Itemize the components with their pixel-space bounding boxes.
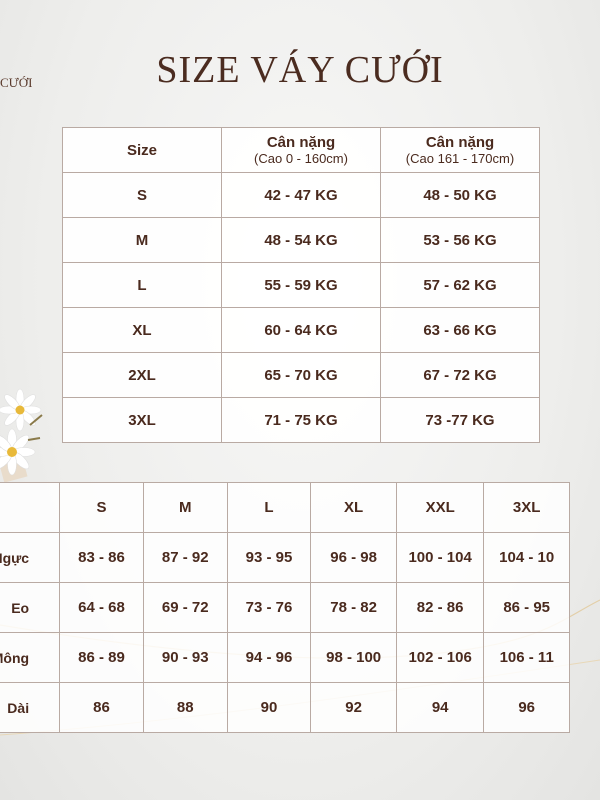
measurement-cell: 94 - 96	[226, 632, 312, 683]
weight-cell: 67 - 72 KG	[380, 352, 540, 398]
measurement-label: Dài	[0, 682, 61, 733]
weight-size-table: Size Cân nặng (Cao 0 - 160cm) Cân nặng (Ca…	[62, 127, 540, 443]
brand-text: CƯỚI	[0, 75, 33, 90]
header-cell: 3XL	[483, 482, 570, 533]
daisy-icon	[0, 428, 36, 476]
measurement-label: Eo	[0, 582, 61, 633]
size-cell: 3XL	[62, 397, 222, 443]
measurement-cell: 83 - 86	[59, 532, 144, 583]
header-cell: M	[142, 482, 228, 533]
measurement-cell: 94	[395, 682, 485, 733]
measurement-cell: 86	[59, 682, 144, 733]
page-title: SIZE VÁY CƯỚI	[156, 49, 444, 91]
measurement-cell: 100 - 104	[395, 532, 485, 583]
measurement-label: Mông	[0, 632, 61, 683]
table-header-row: S M L XL XXL 3XL	[0, 482, 570, 533]
daisy-icon	[0, 388, 42, 432]
header-cell	[0, 482, 61, 533]
size-cell: S	[62, 172, 222, 218]
measurement-label: Ngực	[0, 532, 61, 583]
measurement-cell: 88	[142, 682, 228, 733]
header-cell: XL	[310, 482, 397, 533]
table-row: Dài 86 88 90 92 94 96	[0, 682, 570, 733]
header-cell: S	[59, 482, 144, 533]
header-cell: Cân nặng (Cao 0 - 160cm)	[221, 127, 381, 173]
header-sub: (Cao 0 - 160cm)	[254, 151, 348, 166]
header-label: Cân nặng	[425, 134, 495, 151]
table-row: 2XL 65 - 70 KG 67 - 72 KG	[62, 352, 540, 398]
measurement-cell: 73 - 76	[226, 582, 312, 633]
measurement-cell: 104 - 10	[483, 532, 570, 583]
table-row: M 48 - 54 KG 53 - 56 KG	[62, 217, 540, 263]
measurement-cell: 106 - 11	[483, 632, 570, 683]
header-cell: Size	[62, 127, 222, 173]
measurement-cell: 86 - 89	[59, 632, 144, 683]
header-sub: (Cao 161 - 170cm)	[405, 151, 515, 166]
measurement-cell: 90	[226, 682, 312, 733]
weight-cell: 73 -77 KG	[380, 397, 540, 443]
size-cell: XL	[62, 307, 222, 353]
measurement-cell: 90 - 93	[142, 632, 228, 683]
measurement-cell: 93 - 95	[226, 532, 312, 583]
table-row: L 55 - 59 KG 57 - 62 KG	[62, 262, 540, 308]
weight-cell: 48 - 54 KG	[221, 217, 381, 263]
weight-cell: 71 - 75 KG	[221, 397, 381, 443]
measurement-cell: 96	[483, 682, 570, 733]
table-row: XL 60 - 64 KG 63 - 66 KG	[62, 307, 540, 353]
measurement-cell: 86 - 95	[483, 582, 570, 633]
header-label: Cân nặng	[266, 134, 336, 151]
measurement-cell: 98 - 100	[310, 632, 397, 683]
weight-cell: 48 - 50 KG	[380, 172, 540, 218]
measurement-cell: 69 - 72	[142, 582, 228, 633]
size-cell: M	[62, 217, 222, 263]
weight-cell: 42 - 47 KG	[221, 172, 381, 218]
size-cell: L	[62, 262, 222, 308]
table-row: S 42 - 47 KG 48 - 50 KG	[62, 172, 540, 218]
measurement-cell: 102 - 106	[395, 632, 485, 683]
weight-cell: 60 - 64 KG	[221, 307, 381, 353]
weight-cell: 55 - 59 KG	[221, 262, 381, 308]
table-row: Eo 64 - 68 69 - 72 73 - 76 78 - 82 82 - 86 86 …	[0, 582, 570, 633]
header-cell: Cân nặng (Cao 161 - 170cm)	[380, 127, 540, 173]
measurement-cell: 82 - 86	[395, 582, 485, 633]
measurement-cell: 96 - 98	[310, 532, 397, 583]
size-cell: 2XL	[62, 352, 222, 398]
weight-cell: 57 - 62 KG	[380, 262, 540, 308]
header-cell: L	[226, 482, 312, 533]
weight-cell: 65 - 70 KG	[221, 352, 381, 398]
daisy-flowers-decoration	[0, 388, 43, 483]
measurement-cell: 92	[310, 682, 397, 733]
measurement-cell: 78 - 82	[310, 582, 397, 633]
weight-cell: 53 - 56 KG	[380, 217, 540, 263]
table-row: 3XL 71 - 75 KG 73 -77 KG	[62, 397, 540, 443]
header-label: Size	[126, 141, 157, 159]
measurement-cell: 87 - 92	[142, 532, 228, 583]
table-header-row: Size Cân nặng (Cao 0 - 160cm) Cân nặng (Ca…	[62, 127, 540, 173]
measurement-cell: 64 - 68	[59, 582, 144, 633]
weight-cell: 63 - 66 KG	[380, 307, 540, 353]
header-cell: XXL	[395, 482, 485, 533]
